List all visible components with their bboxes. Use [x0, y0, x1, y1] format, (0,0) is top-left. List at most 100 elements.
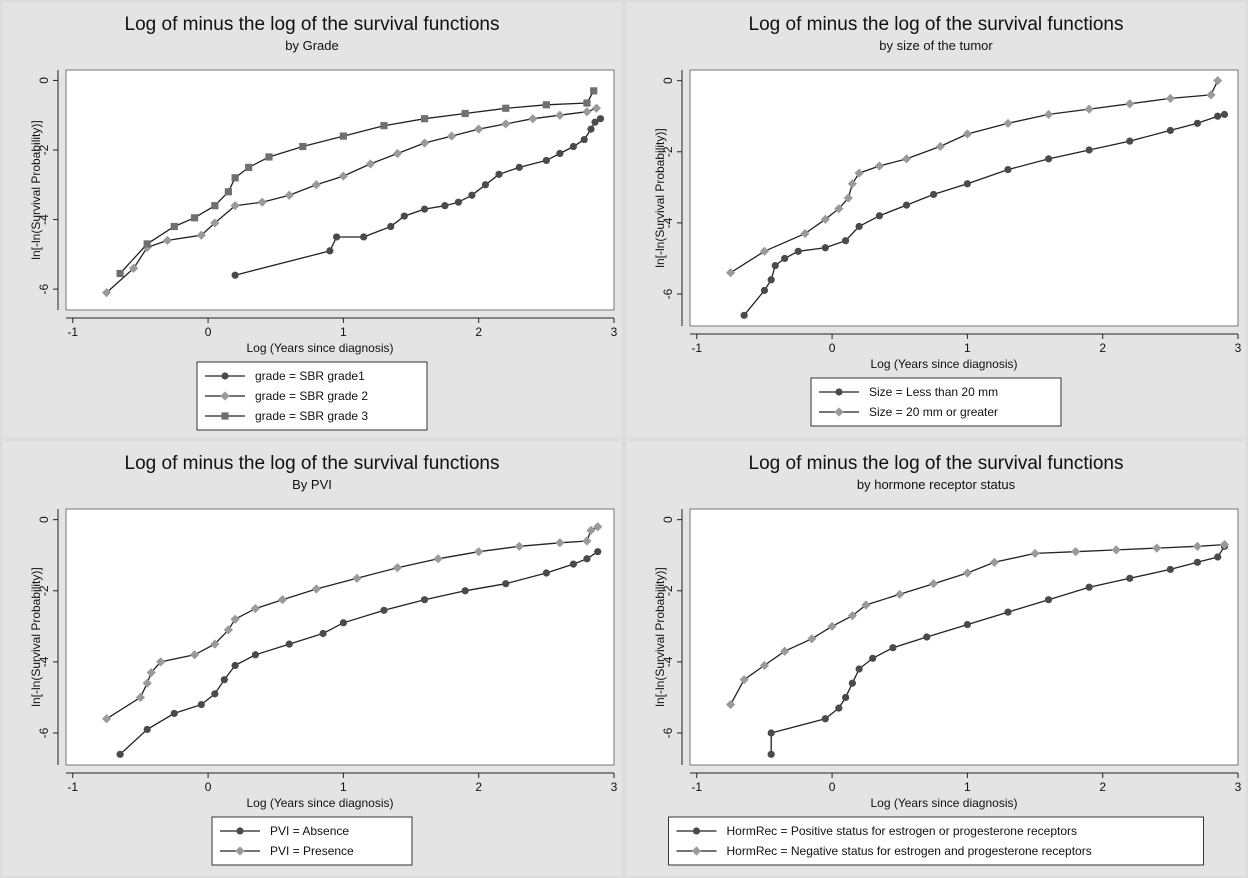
data-point: [250, 603, 261, 614]
chart-subtitle: By PVI: [292, 477, 332, 492]
legend-label: HormRec = Negative status for estrogen a…: [727, 844, 1092, 858]
x-tick-label: 1: [340, 325, 347, 339]
data-point: [146, 667, 156, 678]
chart-title: Log of minus the log of the survival fun…: [125, 453, 500, 474]
data-point: [162, 235, 173, 246]
y-tick-label: 0: [661, 516, 675, 523]
x-tick-label: 2: [1099, 341, 1106, 355]
plot-area: [689, 508, 1239, 766]
y-tick-label: -6: [37, 727, 51, 738]
data-point: [1193, 119, 1202, 127]
data-point: [1192, 541, 1203, 551]
y-tick-label: -6: [661, 727, 675, 738]
y-tick-label: -2: [661, 585, 675, 596]
data-point: [542, 156, 550, 165]
data-point: [339, 132, 347, 140]
chart-subtitle: by Grade: [285, 38, 338, 53]
data-point: [935, 141, 945, 152]
data-point: [596, 115, 605, 123]
legend: grade = SBR grade1 grade = SBR grade 2 gra…: [196, 361, 428, 431]
data-point: [569, 142, 578, 151]
data-point: [962, 568, 972, 578]
legend-label: grade = SBR grade1: [255, 369, 365, 383]
data-point: [299, 142, 307, 151]
y-tick-label: -6: [37, 283, 51, 294]
legend-label: grade = SBR grade 2: [255, 389, 368, 403]
legend-marker: [235, 846, 245, 856]
data-point: [821, 715, 829, 723]
x-tick-label: 1: [340, 780, 347, 794]
data-point: [231, 271, 239, 279]
data-point: [170, 222, 178, 231]
x-tick-label: 2: [1099, 780, 1106, 794]
data-point: [767, 276, 775, 284]
data-point: [116, 269, 124, 278]
data-point: [583, 99, 591, 107]
data-point: [1166, 565, 1174, 574]
data-point: [929, 190, 938, 199]
x-axis-label: Log (Years since diagnosis): [247, 796, 394, 810]
data-point: [760, 286, 769, 295]
x-tick-label: 0: [829, 341, 836, 355]
data-point: [257, 197, 267, 207]
data-point: [319, 629, 327, 638]
x-tick-label: 3: [611, 780, 618, 794]
data-point: [1004, 608, 1012, 616]
data-point: [843, 193, 853, 203]
x-tick-label: 3: [1235, 780, 1242, 794]
data-point: [142, 678, 152, 688]
data-point: [1152, 543, 1162, 553]
data-point: [590, 87, 598, 95]
data-point: [101, 714, 112, 724]
data-point: [143, 240, 151, 248]
data-point: [767, 729, 775, 737]
plot-area: [65, 508, 615, 766]
data-point: [591, 103, 602, 113]
x-axis-label: Log (Years since diagnosis): [247, 341, 394, 355]
data-point: [220, 676, 228, 684]
data-point: [835, 704, 843, 712]
data-point: [230, 614, 240, 624]
data-point: [1126, 137, 1134, 145]
data-point: [842, 693, 850, 702]
legend: HormRec = Positive status for estrogen o…: [668, 816, 1204, 866]
data-point: [542, 569, 550, 577]
chart-title: Log of minus the log of the survival fun…: [749, 14, 1124, 35]
y-axis-label: ln[-ln(Survival Probability)]: [653, 567, 667, 706]
data-point: [311, 584, 321, 594]
data-point: [1003, 118, 1013, 128]
data-point: [725, 268, 736, 278]
legend-marker: [834, 407, 844, 417]
data-point: [461, 109, 469, 118]
x-axis-label: Log (Years since diagnosis): [871, 357, 1018, 371]
data-point: [210, 218, 220, 228]
chart-panel-1: Log of minus the log of the survival fun…: [2, 2, 622, 437]
data-point: [569, 560, 578, 568]
data-point: [447, 131, 457, 141]
legend-marker: [221, 372, 229, 380]
data-point: [528, 114, 538, 124]
legend-marker: [220, 391, 230, 401]
data-point: [1213, 76, 1223, 86]
legend-marker: [835, 388, 843, 396]
data-point: [963, 180, 971, 188]
legend: PVI = Absence PVI = Presence: [211, 816, 413, 866]
data-point: [338, 171, 348, 181]
legend-marker: [221, 412, 229, 420]
y-axis-label: ln[-ln(Survival Probability)]: [29, 567, 43, 706]
data-point: [582, 107, 592, 117]
x-tick-label: 0: [205, 325, 212, 339]
data-point: [211, 202, 219, 210]
series-1: [767, 542, 1229, 758]
data-point: [1165, 93, 1175, 104]
data-point: [594, 548, 602, 556]
series-3: [116, 87, 598, 278]
y-tick-label: -2: [661, 146, 675, 157]
data-point: [821, 244, 829, 252]
data-point: [923, 633, 931, 641]
data-point: [189, 650, 200, 660]
data-point: [420, 205, 429, 213]
data-point: [360, 233, 368, 241]
y-tick-label: -2: [37, 144, 51, 155]
data-point: [265, 153, 273, 161]
